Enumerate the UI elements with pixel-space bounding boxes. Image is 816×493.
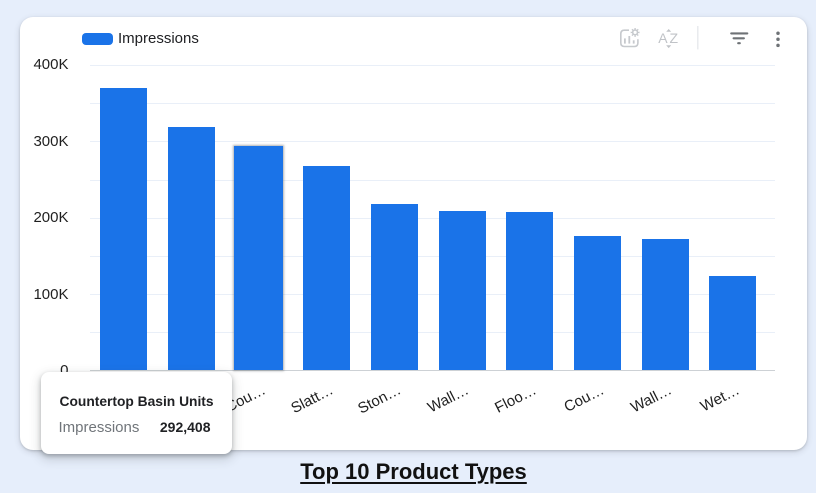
svg-text:Ston…: Ston… [355,381,404,417]
svg-text:Cou…: Cou… [561,381,607,415]
svg-text:Floo…: Floo… [492,381,539,416]
svg-text:Wall…: Wall… [628,381,675,416]
svg-text:Wall…: Wall… [425,381,472,416]
svg-text:A: A [658,30,668,46]
svg-text:Z: Z [670,30,679,46]
svg-text:Wet…: Wet… [698,381,743,415]
svg-text:Slatt…: Slatt… [288,381,336,417]
